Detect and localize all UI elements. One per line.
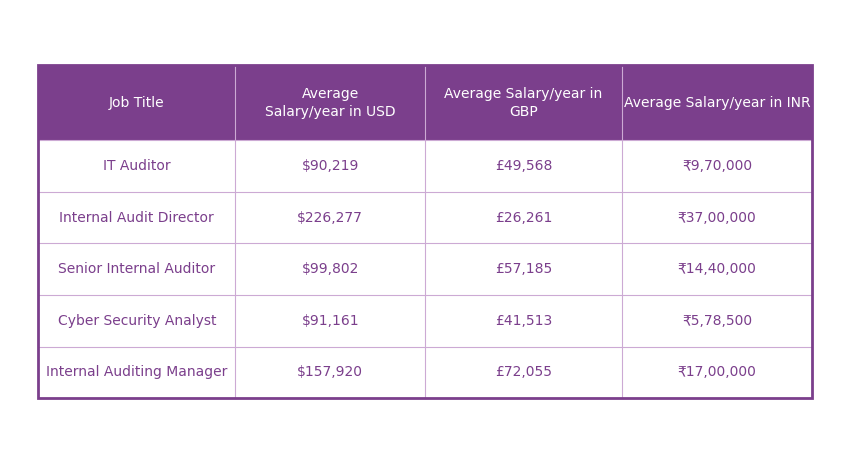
FancyBboxPatch shape [622, 295, 812, 346]
Text: $90,219: $90,219 [302, 159, 359, 173]
Text: £26,261: £26,261 [495, 211, 552, 225]
Text: $226,277: $226,277 [298, 211, 363, 225]
FancyBboxPatch shape [425, 140, 622, 192]
Text: £72,055: £72,055 [495, 365, 552, 379]
Text: ₹37,00,000: ₹37,00,000 [677, 211, 756, 225]
FancyBboxPatch shape [425, 346, 622, 398]
FancyBboxPatch shape [38, 243, 235, 295]
FancyBboxPatch shape [235, 295, 425, 346]
Text: £49,568: £49,568 [495, 159, 552, 173]
Text: Average Salary/year in INR: Average Salary/year in INR [624, 96, 810, 110]
FancyBboxPatch shape [622, 192, 812, 243]
Text: £41,513: £41,513 [495, 314, 552, 328]
FancyBboxPatch shape [38, 295, 235, 346]
Text: IT Auditor: IT Auditor [103, 159, 171, 173]
Text: Job Title: Job Title [109, 96, 165, 110]
Text: Cyber Security Analyst: Cyber Security Analyst [58, 314, 216, 328]
FancyBboxPatch shape [235, 140, 425, 192]
FancyBboxPatch shape [622, 346, 812, 398]
Text: Average
Salary/year in USD: Average Salary/year in USD [265, 86, 395, 119]
FancyBboxPatch shape [235, 192, 425, 243]
Text: ₹14,40,000: ₹14,40,000 [677, 262, 756, 276]
FancyBboxPatch shape [38, 192, 235, 243]
Text: Internal Auditing Manager: Internal Auditing Manager [46, 365, 228, 379]
FancyBboxPatch shape [622, 140, 812, 192]
FancyBboxPatch shape [425, 295, 622, 346]
FancyBboxPatch shape [38, 65, 235, 140]
Text: £57,185: £57,185 [495, 262, 552, 276]
Text: ₹9,70,000: ₹9,70,000 [682, 159, 752, 173]
FancyBboxPatch shape [425, 192, 622, 243]
FancyBboxPatch shape [38, 140, 235, 192]
Text: ₹5,78,500: ₹5,78,500 [682, 314, 752, 328]
Text: Senior Internal Auditor: Senior Internal Auditor [59, 262, 215, 276]
FancyBboxPatch shape [235, 243, 425, 295]
Text: $99,802: $99,802 [302, 262, 359, 276]
FancyBboxPatch shape [235, 65, 425, 140]
Text: Average Salary/year in
GBP: Average Salary/year in GBP [445, 86, 603, 119]
FancyBboxPatch shape [425, 243, 622, 295]
FancyBboxPatch shape [622, 243, 812, 295]
Text: Internal Audit Director: Internal Audit Director [60, 211, 214, 225]
FancyBboxPatch shape [38, 346, 235, 398]
Text: $157,920: $157,920 [298, 365, 363, 379]
FancyBboxPatch shape [425, 65, 622, 140]
FancyBboxPatch shape [235, 346, 425, 398]
Text: $91,161: $91,161 [302, 314, 359, 328]
Text: ₹17,00,000: ₹17,00,000 [677, 365, 756, 379]
FancyBboxPatch shape [622, 65, 812, 140]
